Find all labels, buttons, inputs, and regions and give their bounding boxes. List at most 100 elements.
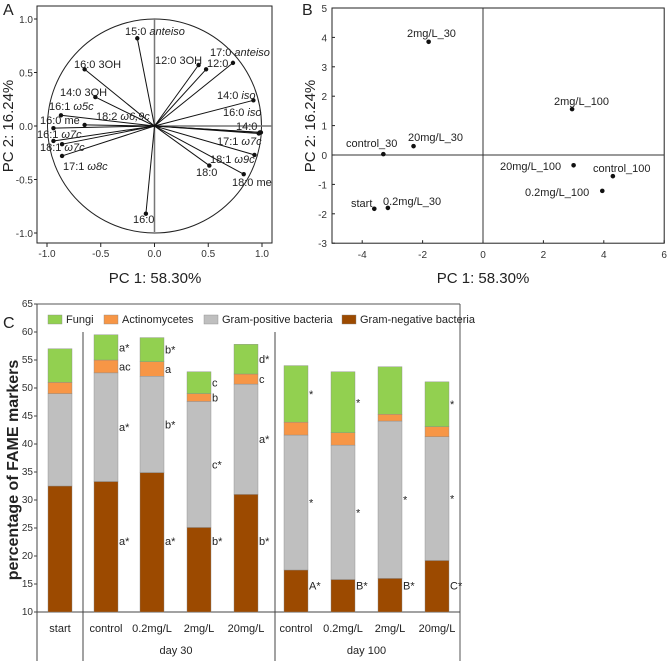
bar-segment-fungi: [283, 365, 309, 423]
significance-label: B*: [403, 581, 415, 593]
c-y-tick-label: 40: [22, 439, 34, 450]
b-x-tick-label: 6: [661, 250, 667, 261]
c-y-tick-label: 10: [22, 607, 34, 618]
loading-vector: [154, 125, 244, 175]
bar-segment-actinomycetes: [186, 393, 212, 402]
significance-label: a*: [259, 434, 270, 446]
loading-vector: [95, 96, 155, 127]
loading-point: [51, 138, 56, 144]
loading-label: 14:0: [236, 121, 257, 133]
loading-label-name: 14:0: [236, 121, 257, 133]
loading-label-name: 18:2: [96, 111, 117, 123]
score-label: 2mg/L_30: [407, 28, 456, 40]
panel-label-c: C: [3, 315, 15, 332]
loading-label-name: 18:1: [210, 154, 231, 166]
loading-label: 16:0 me: [40, 115, 80, 127]
b-y-tick-label: -3: [318, 239, 327, 250]
score-label: control_100: [593, 163, 651, 175]
bar-segment-gram-positive-bacteria: [330, 444, 356, 580]
loading-label: 17:1 ω8c: [63, 161, 108, 173]
loading-point: [207, 163, 212, 168]
legend-label: Actinomycetes: [122, 314, 194, 326]
loading-vector: [53, 125, 155, 129]
b-y-tick-label: 5: [321, 4, 327, 15]
loading-label: 16:1 ω5c: [49, 101, 94, 113]
bar-segment-actinomycetes: [233, 373, 259, 385]
bar-segment-gram-negative-bacteria: [330, 579, 356, 613]
loading-label-suffix: anteiso: [149, 26, 184, 38]
score-point: [569, 106, 575, 112]
a-x-tick-label: -0.5: [92, 249, 110, 260]
score-point: [385, 205, 391, 211]
loading-point: [135, 36, 140, 41]
loading-point: [256, 131, 261, 136]
score-point: [371, 206, 377, 212]
bar-segment-gram-negative-bacteria: [139, 472, 165, 613]
significance-label: a*: [165, 536, 176, 548]
category-label: 0.2mg/L: [323, 623, 363, 635]
loading-label: 18:1 ω9c: [210, 154, 255, 166]
score-point: [381, 151, 386, 157]
pca-scores-plot: -4 -2 0 2 4 6 -3 -2 -1 0 1 2 3 4 5 2mg/L_30 2mg/L_100con…: [318, 4, 667, 261]
bar-segment-gram-positive-bacteria: [139, 376, 165, 473]
c-y-tick-label: 45: [22, 411, 34, 422]
a-x-tick-label: -1.0: [38, 249, 56, 260]
significance-label: A*: [309, 581, 321, 593]
loading-vector: [53, 125, 155, 142]
c-y-tick-label: 35: [22, 467, 34, 478]
significance-label: C*: [450, 581, 463, 593]
loading-point: [59, 153, 65, 159]
bar-segment-gram-positive-bacteria: [377, 420, 403, 579]
a-y-tick-label: -0.5: [16, 176, 34, 187]
loading-label: 14:0 iso: [217, 90, 255, 102]
bar-segment-fungi: [93, 334, 119, 361]
score-label: control_30: [346, 138, 397, 150]
bar-segment-actinomycetes: [283, 421, 309, 436]
score-label: 2mg/L_100: [554, 96, 609, 108]
bar-segment-actinomycetes: [47, 382, 73, 394]
bar-segment-gram-negative-bacteria: [424, 560, 450, 613]
b-y-tick-label: -1: [318, 180, 327, 191]
c-y-tick-label: 25: [22, 523, 34, 534]
loading-label-name: 12:0: [207, 58, 228, 70]
bar-segment-gram-negative-bacteria: [186, 527, 212, 613]
loading-vector: [61, 125, 155, 145]
score-point: [571, 162, 576, 168]
significance-label: a*: [119, 536, 130, 548]
significance-label: b*: [212, 536, 223, 548]
loading-label-name: 14:0 3OH: [60, 87, 107, 99]
b-x-tick-label: 0: [480, 250, 486, 261]
loading-label-suffix: ω9c: [234, 154, 255, 166]
loading-vector: [154, 62, 234, 127]
loading-vector: [145, 125, 155, 214]
loading-point: [203, 67, 209, 72]
bar-segment-gram-negative-bacteria: [47, 485, 73, 613]
significance-label: c*: [212, 459, 223, 471]
loading-label-suffix: iso: [241, 90, 255, 102]
b-y-tick-label: 4: [321, 33, 327, 44]
bar-segment-gram-positive-bacteria: [424, 436, 450, 561]
loading-label-suffix: ω7c: [61, 129, 82, 141]
loading-point: [241, 171, 246, 177]
category-label: 0.2mg/L: [132, 623, 172, 635]
loading-label: 17:1 ω7c: [217, 136, 262, 148]
c-y-tick-label: 65: [22, 299, 34, 310]
loading-point: [252, 152, 257, 158]
b-y-tick-label: 1: [321, 122, 327, 133]
score-point: [411, 143, 416, 149]
significance-label: *: [450, 399, 455, 411]
loading-label-suffix: ω7c: [241, 136, 262, 148]
loading-point: [93, 94, 98, 100]
loading-label: 16:1 ω7c: [37, 129, 82, 141]
legend-label: Gram-positive bacteria: [222, 314, 334, 326]
score-point: [599, 188, 605, 194]
bar-segment-actinomycetes: [330, 432, 356, 446]
group-label: day 30: [159, 645, 192, 657]
loading-point: [82, 67, 87, 72]
significance-label: b: [212, 393, 218, 405]
bar-segment-gram-negative-bacteria: [283, 569, 309, 613]
loading-point: [143, 211, 149, 216]
a-x-tick-label: 0.5: [201, 249, 215, 260]
loading-label-name: 16:0: [223, 107, 244, 119]
